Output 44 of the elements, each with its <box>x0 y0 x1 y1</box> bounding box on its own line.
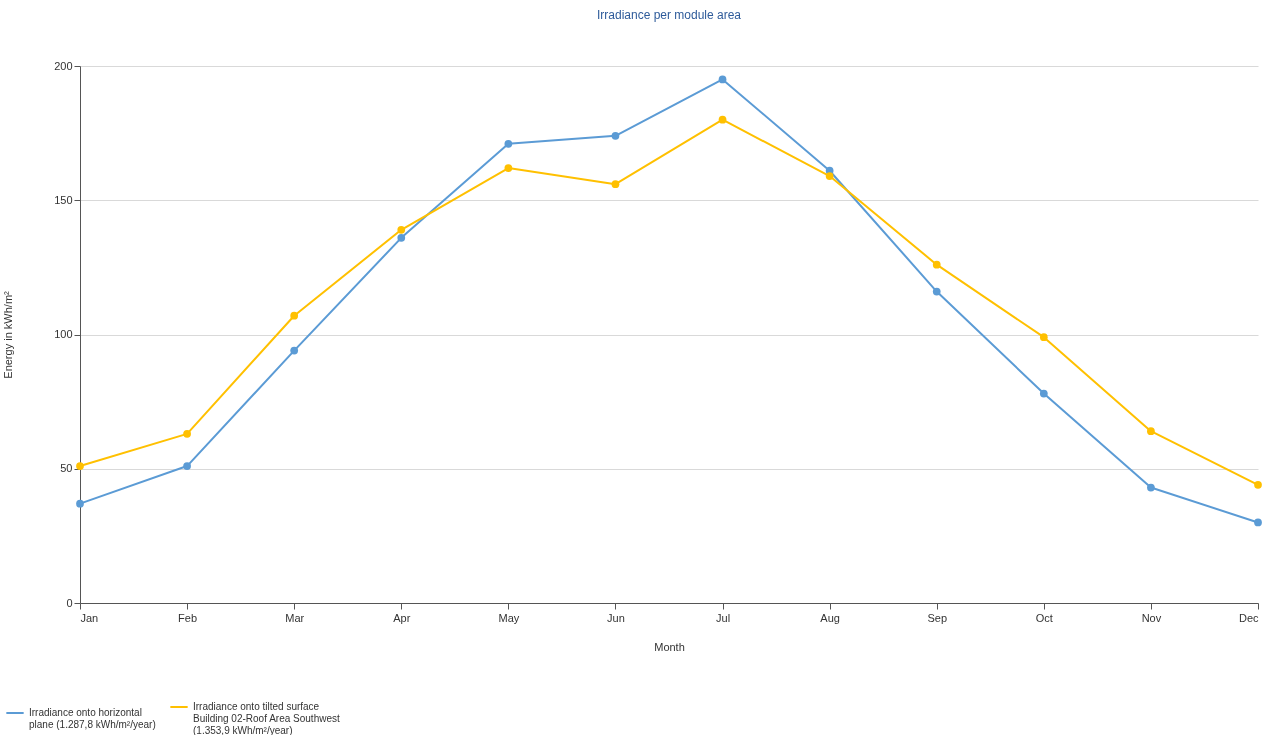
x-tick-label: Dec <box>1238 611 1259 624</box>
x-tick-label: Jan <box>80 611 99 624</box>
chart-title: Irradiance per module area <box>596 8 742 22</box>
y-tick-label: 100 <box>54 328 73 340</box>
point <box>76 462 84 470</box>
y-tick-label: 150 <box>54 193 73 206</box>
x-tick-label: Jul <box>716 611 731 624</box>
point <box>932 260 941 269</box>
point <box>1039 333 1048 342</box>
point <box>183 462 191 470</box>
point <box>397 225 406 234</box>
x-tick-label: Aug <box>820 611 840 624</box>
point <box>1147 427 1155 436</box>
x-tick-label: Feb <box>178 611 198 624</box>
y-tick-label: 50 <box>60 462 73 475</box>
legend-label: Irradiance onto horizontal plane (1.287,8 kWh/m²/year) <box>29 707 156 730</box>
point <box>504 164 513 172</box>
point <box>76 499 84 508</box>
point <box>718 115 727 124</box>
point <box>290 346 299 355</box>
point <box>290 311 299 320</box>
point <box>183 429 191 438</box>
x-tick-label: Sep <box>927 611 948 624</box>
point <box>504 140 513 148</box>
point <box>718 75 727 84</box>
x-axis-title: Month <box>654 640 685 653</box>
y-tick-label: 200 <box>54 59 73 72</box>
y-axis-title: Energy in kWh/m² <box>2 290 15 379</box>
point <box>1147 483 1155 492</box>
x-tick-label: Nov <box>1141 611 1162 624</box>
x-tick-label: Mar <box>285 611 305 624</box>
point <box>611 131 620 140</box>
point <box>611 180 620 189</box>
x-tick-label: Apr <box>393 611 411 624</box>
x-tick-label: Jun <box>607 611 625 624</box>
point <box>397 233 406 242</box>
point <box>932 287 941 296</box>
point <box>825 172 834 180</box>
point <box>1254 480 1262 489</box>
y-tick-label: 0 <box>66 596 73 609</box>
x-tick-label: Oct <box>1035 611 1053 624</box>
point <box>1254 518 1262 527</box>
point <box>1039 389 1048 398</box>
x-tick-label: May <box>498 611 520 624</box>
